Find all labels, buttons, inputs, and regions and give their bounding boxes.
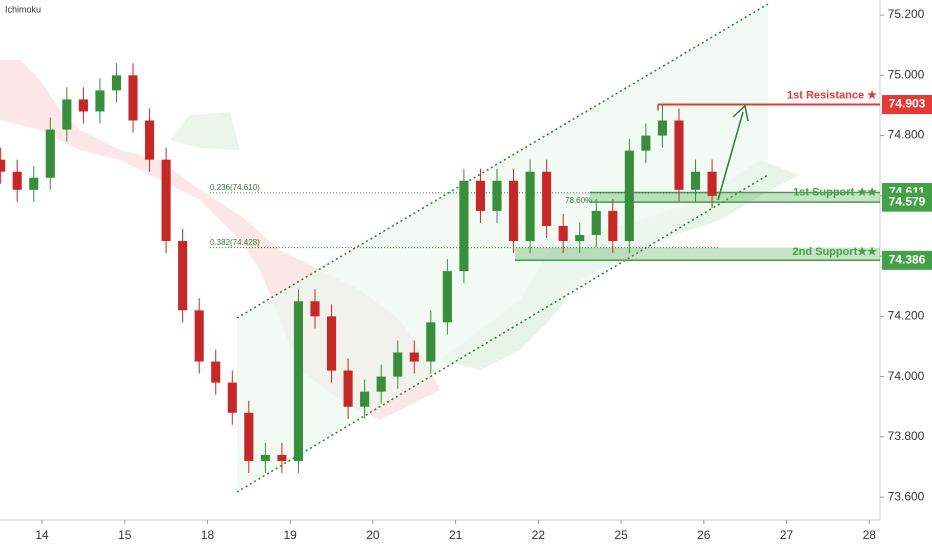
x-tick-label: 25 xyxy=(614,528,628,542)
indicator-label: Ichimoku xyxy=(5,4,41,14)
candle-body xyxy=(194,310,204,362)
candle-body xyxy=(62,99,72,130)
candle-body xyxy=(360,391,370,407)
channel-fill xyxy=(237,4,768,492)
candle-body xyxy=(575,234,585,242)
candle-body xyxy=(674,120,684,190)
support-zone xyxy=(590,192,880,203)
price-tag-label: 74.386 xyxy=(889,252,926,266)
candle-body xyxy=(128,75,138,121)
candle-body xyxy=(327,316,337,371)
candle-body xyxy=(558,225,568,242)
candle-body xyxy=(244,412,254,461)
level-label: 1st Resistance ★ xyxy=(787,89,877,101)
candle-body xyxy=(145,120,155,160)
candle-body xyxy=(608,210,618,242)
candle-body xyxy=(657,120,667,136)
x-tick-label: 21 xyxy=(449,528,463,542)
x-tick-label: 26 xyxy=(697,528,711,542)
arrow-head xyxy=(732,104,749,122)
candle-body xyxy=(277,454,287,461)
x-tick-label: 14 xyxy=(35,528,49,542)
y-tick-label: 73.600 xyxy=(888,489,925,503)
x-tick-label: 22 xyxy=(532,528,546,542)
candle-body xyxy=(178,241,188,311)
candle-body xyxy=(393,352,403,377)
candle-body xyxy=(426,322,436,362)
price-tag xyxy=(882,192,932,212)
price-tag-label: 74.579 xyxy=(889,194,926,208)
arrow xyxy=(717,111,744,201)
candle-body xyxy=(492,180,502,211)
price-tag xyxy=(882,95,932,115)
candle-body xyxy=(690,171,701,190)
candle-body xyxy=(591,210,601,235)
candle-body xyxy=(95,90,105,112)
candle-body xyxy=(45,129,55,178)
x-tick-label: 20 xyxy=(366,528,380,542)
support-zone xyxy=(515,247,880,261)
candle-body xyxy=(78,99,88,112)
candle-body xyxy=(0,159,6,172)
cloud-bullish xyxy=(170,112,240,150)
y-tick-label: 74.800 xyxy=(888,128,925,142)
candle-body xyxy=(409,352,419,362)
fib-label: 0.236(74.610) xyxy=(210,183,260,192)
candle-body xyxy=(542,171,552,226)
candle-body xyxy=(161,159,171,242)
level-label: 2nd Support★★ xyxy=(793,246,878,258)
y-tick-label: 74.200 xyxy=(888,309,925,323)
candle-body xyxy=(376,376,386,392)
x-tick-label: 19 xyxy=(284,528,298,542)
candle-body xyxy=(260,454,270,461)
candle-body xyxy=(475,180,486,211)
x-tick-label: 28 xyxy=(863,528,877,542)
candle-body xyxy=(12,171,22,190)
candle-body xyxy=(624,150,634,242)
candle-body xyxy=(459,180,469,272)
candle-body xyxy=(707,171,717,196)
candle-body xyxy=(227,382,237,413)
y-tick-label: 74.000 xyxy=(888,369,925,383)
candle-body xyxy=(29,177,39,190)
fib-label: 0.382(74.428) xyxy=(210,238,260,247)
candle-body xyxy=(310,301,320,317)
x-tick-label: 18 xyxy=(201,528,215,542)
candle-body xyxy=(211,361,221,383)
x-tick-label: 15 xyxy=(118,528,132,542)
retracement-label: 78.60% xyxy=(565,196,592,205)
y-tick-label: 75.200 xyxy=(888,7,925,21)
y-tick-label: 73.800 xyxy=(888,429,925,443)
candle-body xyxy=(343,370,353,407)
level-label: 1st Support ★★ xyxy=(793,186,877,198)
channel-lower xyxy=(236,174,769,493)
candle-body xyxy=(508,180,519,242)
candle-body xyxy=(293,301,304,461)
candle-body xyxy=(525,171,535,242)
y-tick-label: 75.000 xyxy=(888,67,925,81)
x-tick-label: 27 xyxy=(780,528,794,542)
price-tag-label: 74.903 xyxy=(889,97,926,111)
candle-body xyxy=(111,75,122,91)
price-tag xyxy=(882,250,932,270)
candle-body xyxy=(442,271,452,323)
candle-body xyxy=(641,135,651,151)
